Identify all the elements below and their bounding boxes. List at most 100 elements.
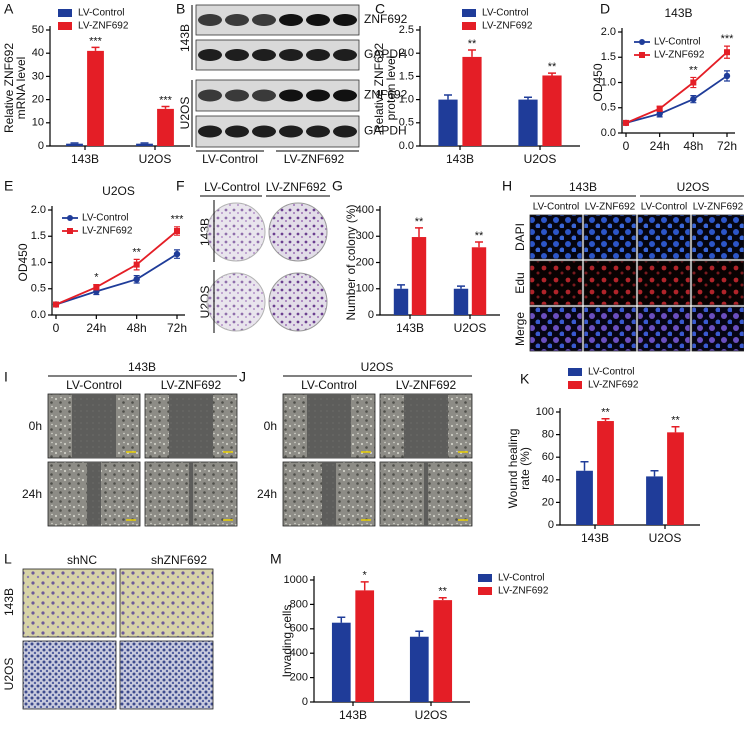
point: [173, 250, 181, 258]
chart-title: U2OS: [102, 184, 135, 198]
point: [93, 284, 100, 291]
legend-label: LV-ZNF692: [498, 586, 549, 597]
column-label: LV-Control: [641, 202, 688, 213]
error-bar: [468, 49, 476, 57]
x-tick-label: 48h: [683, 139, 703, 153]
column-label: LV-ZNF692: [585, 202, 636, 213]
wound-gap: [72, 394, 116, 458]
blot-band: [279, 125, 303, 138]
blot-band: [225, 89, 249, 102]
blot-strip: [195, 4, 360, 36]
point: [53, 301, 59, 308]
micrograph: [529, 306, 583, 352]
significance-label: **: [132, 246, 141, 258]
point: [690, 79, 697, 86]
y-tick-label: 400: [290, 647, 308, 659]
y-tick-label: 0.5: [399, 117, 414, 129]
x-tick-label: 48h: [127, 321, 147, 335]
error-bar: [457, 285, 465, 289]
bar: [453, 288, 469, 315]
bar: [518, 99, 538, 146]
blot-band: [252, 14, 276, 26]
bar: [438, 99, 458, 146]
micrograph: [22, 568, 117, 638]
point: [656, 110, 663, 118]
micrograph: [583, 214, 637, 260]
y-tick-label: 1.5: [399, 70, 414, 82]
significance-label: *: [363, 570, 368, 582]
legend-swatch: [478, 574, 492, 582]
bracket: [200, 195, 330, 333]
error-bar: [161, 105, 170, 109]
blot-band: [333, 49, 357, 61]
y-tick-label: 20: [542, 496, 554, 508]
bar: [462, 56, 482, 146]
wound-gap: [87, 462, 101, 526]
legend-label: LV-ZNF692: [588, 380, 639, 391]
panel-letter: F: [176, 178, 185, 194]
y-tick-label: 1.0: [399, 94, 414, 106]
wound-gap: [404, 394, 448, 458]
error-bar: [438, 596, 447, 601]
wound-gap: [424, 462, 428, 526]
band-label: GAPDH: [364, 47, 407, 61]
bar: [411, 237, 427, 315]
column-label: LV-Control: [301, 378, 357, 392]
panel-letter: L: [4, 551, 12, 567]
y-axis-label: Wound healing: [506, 429, 520, 509]
blot-band: [279, 49, 303, 61]
blot-band: [225, 14, 249, 26]
y-tick-label: 0: [548, 519, 554, 531]
bar: [355, 590, 375, 702]
row-label: Merge: [513, 312, 527, 346]
point: [724, 49, 730, 56]
error-bar: [650, 470, 659, 477]
y-tick-label: 60: [542, 451, 554, 463]
bar: [157, 108, 174, 146]
y-axis-label: Invading cells: [280, 605, 294, 678]
significance-label: **: [415, 216, 424, 228]
x-tick-label: 72h: [167, 321, 187, 335]
significance-label: **: [689, 64, 698, 76]
y-tick-label: 10: [32, 117, 44, 129]
x-tick-label: U2OS: [139, 152, 172, 166]
panel-letter: E: [4, 178, 13, 194]
wound-gap: [169, 394, 213, 458]
panel-letter: G: [332, 178, 343, 194]
y-tick-label: 0: [368, 309, 374, 321]
legend-swatch: [67, 215, 73, 221]
legend-label: LV-Control: [588, 367, 635, 378]
colony-dish: [268, 202, 328, 262]
panel-letter: M: [270, 551, 282, 567]
column-label: LV-Control: [66, 378, 122, 392]
row-label: Edu: [513, 272, 527, 293]
bar: [331, 622, 351, 702]
y-tick-label: 1.0: [601, 76, 616, 88]
point: [690, 95, 697, 103]
blot-band: [306, 49, 330, 61]
micrograph: [119, 568, 214, 638]
y-tick-label: 50: [32, 24, 44, 36]
x-tick-label: 143B: [339, 708, 367, 722]
colony-dish: [206, 272, 266, 332]
y-axis-label: OD450: [16, 243, 30, 281]
blot-band: [306, 125, 330, 138]
y-tick-label: 2.5: [399, 24, 414, 36]
error-bar: [415, 227, 423, 238]
point: [133, 276, 140, 283]
y-tick-label: 1.5: [31, 230, 46, 242]
y-tick-label: 0.5: [601, 102, 616, 114]
bar: [66, 143, 83, 146]
blot-band: [198, 89, 222, 102]
row-label: 143B: [178, 24, 192, 52]
y-tick-label: 2.0: [399, 47, 414, 59]
legend-swatch: [478, 587, 492, 595]
micrograph: [583, 260, 637, 306]
band-label: ZNF692: [364, 12, 408, 26]
row-label: DAPI: [513, 223, 527, 251]
y-tick-label: 400: [356, 204, 374, 216]
y-tick-label: 100: [356, 283, 374, 295]
error-bar: [548, 72, 556, 76]
bar: [542, 75, 562, 146]
panel-letter: C: [375, 1, 385, 17]
